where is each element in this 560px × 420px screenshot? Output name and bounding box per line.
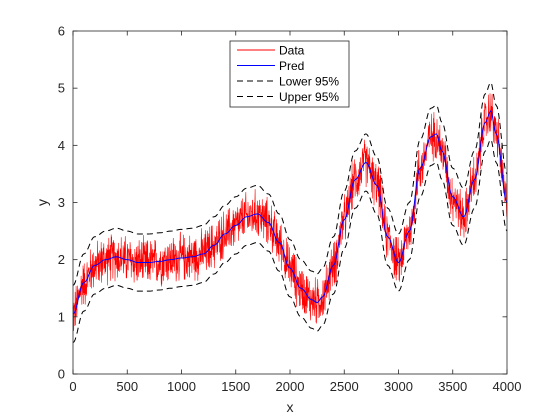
legend-entry-label: Upper 95% [279,90,339,104]
y-tick-label: 4 [58,138,65,153]
y-tick-label: 5 [58,81,65,96]
series-pred-line [72,110,508,315]
y-axis-label: y [34,199,50,206]
x-tick-label: 3000 [384,379,413,394]
x-tick-label: 500 [116,379,138,394]
x-tick-label: 4000 [493,379,522,394]
series-data-line [72,93,508,331]
legend-entry-label: Lower 95% [279,75,339,89]
axes-layer: 0 500 1000 1500 2000 2500 3000 3500 4000 0 1 2 3 4 5 6 [58,24,522,395]
y-tick-label: 2 [58,252,65,267]
x-axis-label: x [287,399,294,415]
legend-entry-label: Data [279,44,305,58]
x-tick-label: 0 [69,379,76,394]
x-tick-label: 1500 [221,379,250,394]
y-tick-label: 0 [58,367,65,382]
legend-entry-label: Pred [279,59,304,73]
x-tick-label: 2500 [330,379,359,394]
series-upper-95-line [72,81,508,286]
y-tick-label: 6 [58,24,65,39]
x-tick-label: 3500 [438,379,467,394]
x-tick-label: 2000 [276,379,305,394]
series-layer [72,81,508,343]
y-tick-label: 3 [58,195,65,210]
x-tick-label: 1000 [167,379,196,394]
series-lower-95-line [72,138,508,343]
y-tick-label: 1 [58,309,65,324]
